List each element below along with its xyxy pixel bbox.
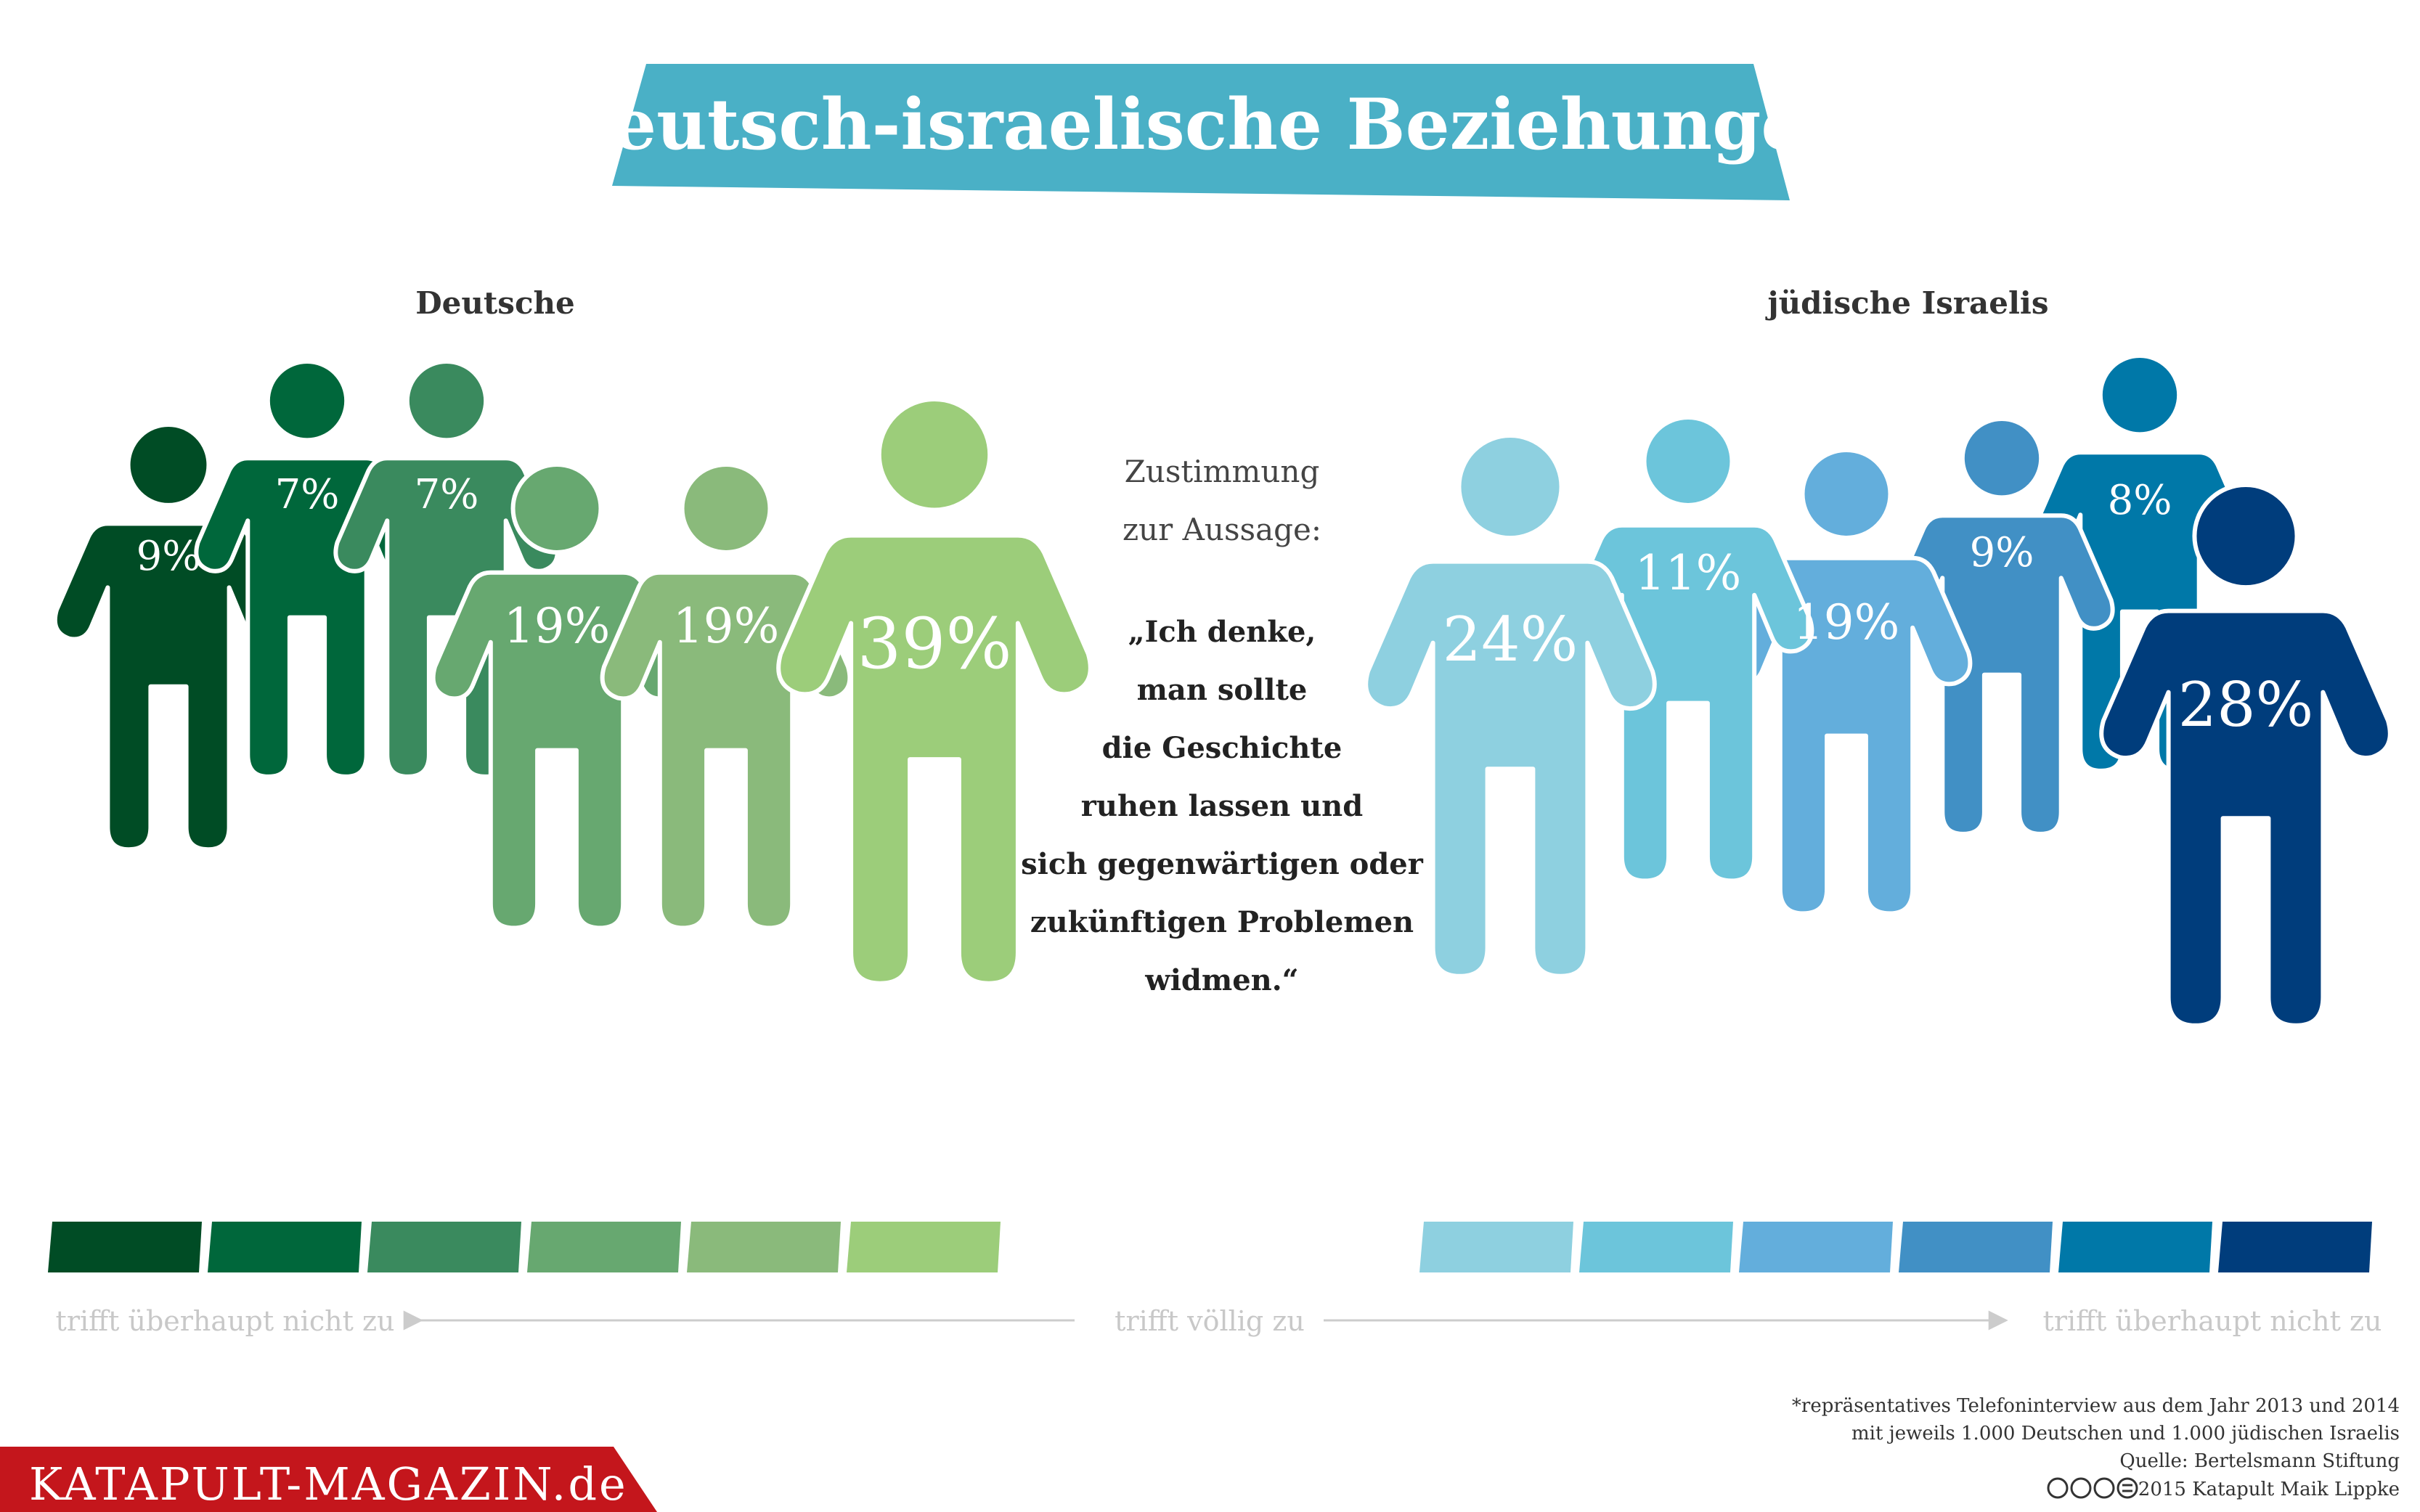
germans-scale-swatch-0 bbox=[48, 1222, 202, 1272]
germans-scale-swatch-5 bbox=[847, 1222, 1001, 1272]
germans-scale-swatch-1 bbox=[208, 1222, 362, 1272]
question-label-1: Zustimmung bbox=[1125, 454, 1320, 489]
statement-line-3: ruhen lassen und bbox=[1081, 789, 1363, 823]
statement-line-4: sich gegenwärtigen oder bbox=[1021, 847, 1424, 881]
germans-figure-0 bbox=[52, 422, 285, 852]
title-banner bbox=[612, 64, 1790, 200]
israelis-value-label-0: 28% bbox=[2178, 669, 2314, 740]
israelis-scale-swatch-3 bbox=[1899, 1222, 2053, 1272]
statement-quote: „Ich denke, man sollte die Geschichte ruhen… bbox=[1021, 615, 1424, 997]
brand-label[interactable]: KATAPULT-MAGAZIN.de bbox=[29, 1458, 628, 1511]
axis-left-label: trifft überhaupt nicht zu bbox=[56, 1305, 395, 1337]
group-label-israelis: jüdische Israelis bbox=[1764, 285, 2048, 321]
by-icon bbox=[2070, 1477, 2092, 1499]
pictogram-figures: 9% 7% 7% 19% 19% 39% 8% 9% 19% 11% 24% 28% bbox=[52, 354, 2392, 1028]
group-label-germans: Deutsche bbox=[415, 285, 575, 321]
footnote-line-2: mit jeweils 1.000 Deutschen und 1.000 jü… bbox=[1851, 1423, 2400, 1444]
axis-right-label: trifft überhaupt nicht zu bbox=[2043, 1305, 2382, 1337]
israelis-value-label-4: 11% bbox=[1635, 545, 1742, 601]
footnote-line-1: *repräsentatives Telefoninterview aus de… bbox=[1792, 1395, 2400, 1417]
question-label-2: zur Aussage: bbox=[1123, 512, 1321, 547]
germans-figure-4 bbox=[600, 462, 852, 931]
scale-swatches bbox=[48, 1222, 2372, 1272]
israelis-figure-body-5 bbox=[1364, 559, 1657, 978]
israelis-figure-body-0 bbox=[2099, 608, 2392, 1028]
germans-figure-head-1 bbox=[265, 359, 349, 443]
germans-value-label-3: 19% bbox=[504, 598, 611, 654]
israelis-figure-head-0 bbox=[2192, 483, 2299, 590]
germans-figure-head-3 bbox=[510, 462, 603, 555]
israelis-figure-5 bbox=[1364, 433, 1657, 978]
license-icons bbox=[2047, 1477, 2138, 1499]
germans-value-label-2: 7% bbox=[415, 471, 479, 518]
germans-figure-head-4 bbox=[680, 462, 773, 555]
germans-value-label-0: 9% bbox=[137, 533, 201, 580]
footnote-credit: 2015 Katapult Maik Lippke bbox=[2138, 1479, 2400, 1500]
israelis-figure-head-2 bbox=[1960, 417, 2044, 500]
nd-icon bbox=[2117, 1477, 2138, 1499]
germans-scale-swatch-2 bbox=[367, 1222, 521, 1272]
germans-figure-head-0 bbox=[126, 422, 211, 507]
israelis-scale-swatch-0 bbox=[1419, 1222, 1573, 1272]
israelis-scale-swatch-5 bbox=[2218, 1222, 2372, 1272]
germans-figure-head-2 bbox=[404, 359, 489, 443]
statement-line-2: die Geschichte bbox=[1102, 731, 1343, 765]
germans-figure-body-5 bbox=[776, 533, 1093, 986]
chart-title: Deutsch-israelische Beziehungen bbox=[552, 83, 1856, 165]
germans-figure-head-5 bbox=[876, 397, 993, 512]
brand-banner bbox=[0, 1447, 657, 1512]
axis-center-label: trifft völlig zu bbox=[1115, 1305, 1305, 1337]
israelis-scale-swatch-1 bbox=[1579, 1222, 1733, 1272]
israelis-figure-head-5 bbox=[1457, 433, 1564, 541]
israelis-figure-0 bbox=[2099, 483, 2392, 1028]
statement-line-6: widmen.“ bbox=[1144, 963, 1298, 997]
israelis-scale-swatch-2 bbox=[1739, 1222, 1893, 1272]
germans-value-label-1: 7% bbox=[275, 471, 340, 518]
statement-line-1: man sollte bbox=[1137, 673, 1308, 707]
israelis-value-label-3: 19% bbox=[1793, 594, 1900, 650]
israelis-value-label-2: 9% bbox=[1970, 529, 2034, 576]
israelis-value-label-5: 24% bbox=[1443, 604, 1578, 675]
nc-icon bbox=[2093, 1477, 2115, 1499]
cc-icon bbox=[2047, 1477, 2069, 1499]
israelis-scale-swatch-4 bbox=[2058, 1222, 2212, 1272]
israelis-value-label-1: 8% bbox=[2108, 477, 2172, 524]
statement-line-0: „Ich denke, bbox=[1128, 615, 1316, 649]
israelis-figure-head-4 bbox=[1642, 415, 1735, 507]
statement-line-5: zukünftigen Problemen bbox=[1030, 905, 1414, 939]
germans-scale-swatch-4 bbox=[687, 1222, 841, 1272]
israelis-figure-head-3 bbox=[1800, 448, 1893, 540]
germans-value-label-4: 19% bbox=[673, 598, 780, 654]
germans-scale-swatch-3 bbox=[527, 1222, 681, 1272]
germans-value-label-5: 39% bbox=[857, 603, 1011, 685]
footnote-source: Quelle: Bertelsmann Stiftung bbox=[2119, 1450, 2400, 1472]
germans-figure-5 bbox=[776, 397, 1093, 986]
israelis-figure-head-1 bbox=[2098, 354, 2182, 437]
